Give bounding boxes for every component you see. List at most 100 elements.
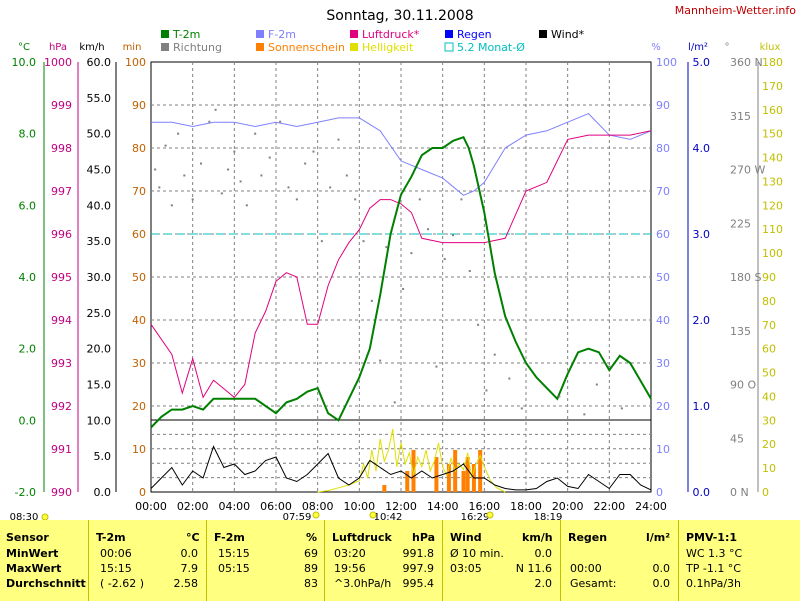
wind-tick-label: 0.0 [94,486,112,499]
sun-tick-label: 0 [139,486,146,499]
pressure-tick-label: 998 [51,142,72,155]
direction-tick-label: 90 O [730,379,756,392]
wind-tick-label: 30.0 [87,271,112,284]
pressure-tick-label: 997 [51,185,72,198]
direction-dot [154,168,157,171]
sun-tick-label: 60 [132,228,146,241]
stats-cell-p-val: 991.8 [402,547,435,560]
series [150,108,652,493]
axis-unit-humidity: % [651,42,661,53]
stats-cell-f-time: 05:15 [218,562,250,575]
wind-tick-label: 5.0 [94,450,112,463]
direction-dot [520,407,523,410]
stats-header-f2m-unit: % [306,531,318,544]
sun-noon-label: 10:42 [374,512,403,520]
stats-cell-t-time: ( -2.62 ) [100,577,145,590]
direction-dot [279,120,282,123]
direction-tick-label: 0 N [730,486,749,499]
axis-unit-temp: °C [18,42,30,53]
humidity-tick-label: 0 [656,486,663,499]
sunshine-bar [465,457,470,492]
x-tick-label: 20:00 [552,500,584,513]
direction-dot [170,204,173,207]
sun-tick-label: 10 [132,443,146,456]
stats-cell-r-time: Gesamt: [570,577,617,590]
legend-label: Luftdruck* [362,28,420,41]
sunrise-label: 07:59 [283,512,312,520]
sunshine-bar [446,464,451,492]
rain-tick-label: 1.0 [693,400,711,413]
direction-dot [345,174,348,177]
sun-tick-label: 70 [132,185,146,198]
direction-dot [183,174,186,177]
axis-unit-direction: ° [725,42,730,53]
sun-tick-label: 90 [132,99,146,112]
legend-swatch [445,30,453,38]
axis-unit-pressure: hPa [49,42,67,53]
legend-label: Regen [457,28,492,41]
legend-label: 5.2 Monat-Ø [457,41,525,54]
humidity-tick-label: 30 [656,357,670,370]
pressure-line [150,130,652,399]
x-tick-label: 24:00 [635,500,667,513]
humidity-tick-label: 70 [656,185,670,198]
rain-tick-label: 3.0 [693,228,711,241]
temp-tick-label: 6.0 [19,199,37,212]
wind-tick-label: 55.0 [87,92,112,105]
chart-legend: T-2m F-2m Luftdruck* Regen Wind* Richtung Sonn… [161,28,585,54]
legend-swatch [256,43,264,51]
direction-dot [320,240,323,243]
grid [151,62,651,492]
direction-dot [312,150,315,153]
pressure-tick-label: 992 [51,400,72,413]
legend-label: Sonnenschein [268,41,345,54]
direction-dot [233,150,236,153]
pressure-tick-label: 996 [51,228,72,241]
direction-dot [608,365,611,368]
rain-tick-label: 4.0 [693,142,711,155]
legend-label: Helligkeit [362,41,414,54]
stats-cell-t-val: 2.58 [173,577,199,590]
site-link[interactable]: Mannheim-Wetter.info [675,4,797,17]
legend-label: Wind* [551,28,585,41]
stats-cell-pmv: WC 1.3 °C [686,547,743,560]
sunshine-bar [411,450,416,492]
stats-cell-r-val: 0.0 [652,577,671,590]
rain-tick-label: 0.0 [693,486,711,499]
direction-dot [385,246,388,249]
direction-dot [208,120,211,123]
x-tick-label: 18:00 [510,500,542,513]
temp-tick-label: 0.0 [19,414,37,427]
wind-tick-label: 10.0 [87,414,112,427]
direction-dot [329,186,332,189]
stats-header-wind-unit: km/h [522,531,553,544]
stats-cell-t-time: 00:06 [100,547,132,560]
legend-swatch [161,30,169,38]
direction-dot [245,204,248,207]
light-tick-label: 50 [762,367,776,380]
sunshine-bar [434,457,439,492]
direction-dot [477,323,480,326]
direction-dot [620,407,623,410]
direction-dot [379,359,382,362]
legend-label: Richtung [173,41,222,54]
direction-dot [370,299,373,302]
stats-row: MaxWert 15:15 7.9 05:15 89 19:56 997.9 03:05 N 1… [0,561,800,577]
sun-tick-label: 80 [132,142,146,155]
direction-tick-label: 180 S [730,271,761,284]
stats-cell-label: Durchschnitt [6,577,86,590]
wind-tick-label: 20.0 [87,343,112,356]
direction-dot [191,198,194,201]
direction-dot [177,132,180,135]
stats-cell-w-val: 2.0 [534,577,553,590]
direction-dot [295,198,298,201]
sunshine-bar [382,485,387,492]
direction-dot [508,377,511,380]
direction-dot [595,383,598,386]
wind-tick-label: 45.0 [87,164,112,177]
direction-dot [254,132,257,135]
stats-cell-t-val: 0.0 [180,547,199,560]
direction-dot [583,413,586,416]
stats-cell-p-val: 997.9 [402,562,435,575]
legend-swatch [539,30,547,38]
